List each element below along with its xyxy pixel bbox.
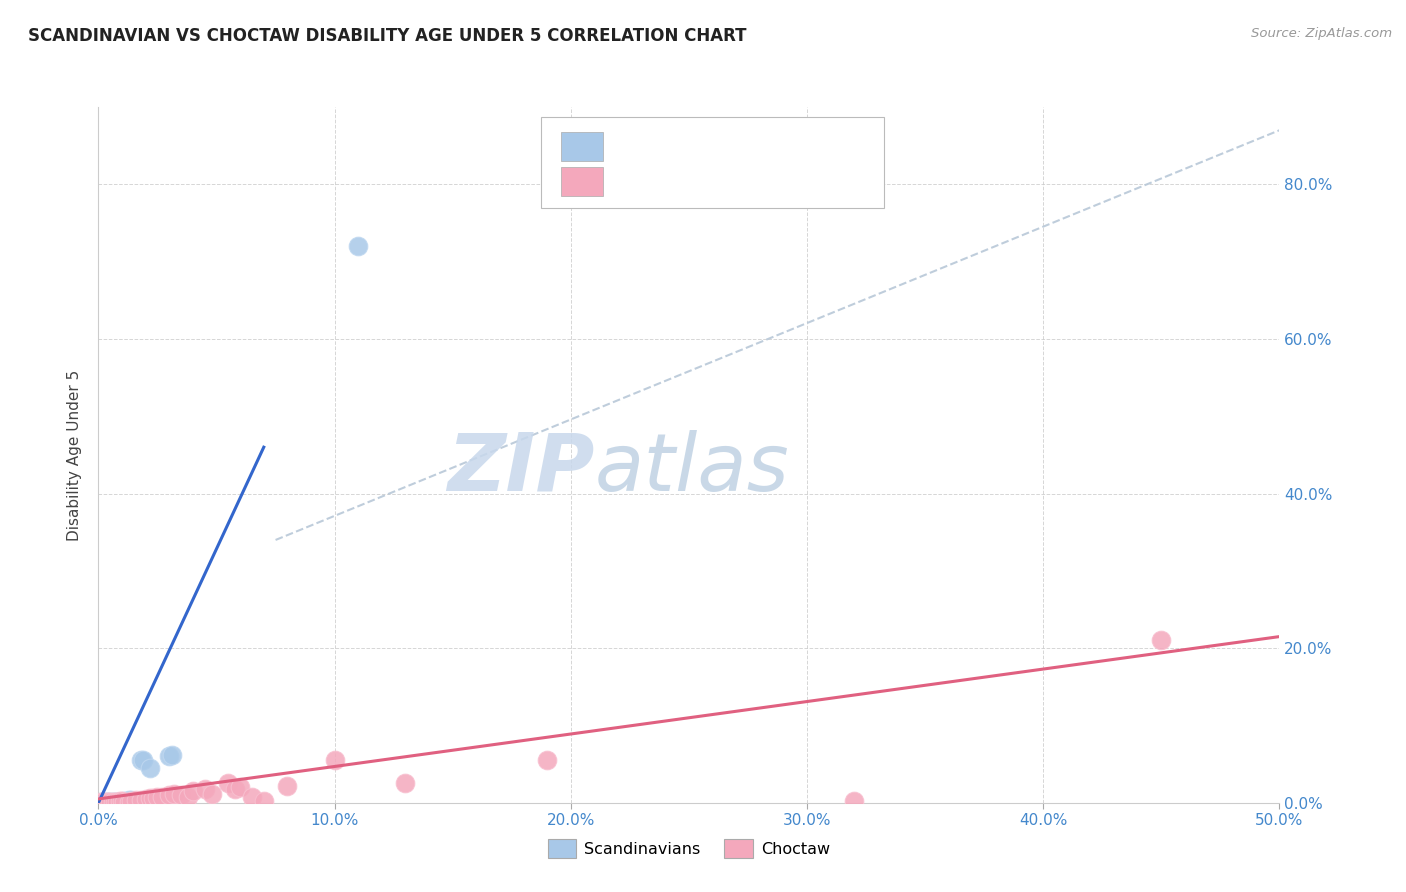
Point (132, 753, 155, 767)
Point (217, 776, 239, 790)
Text: atlas: atlas (595, 430, 789, 508)
Point (323, 753, 346, 767)
Point (224, 781, 246, 796)
Y-axis label: Disability Age Under 5: Disability Age Under 5 (67, 369, 83, 541)
Point (150, 789, 173, 804)
Point (108, 795, 131, 809)
Point (90, 795, 112, 809)
Point (163, 787, 186, 801)
Point (142, 791, 165, 805)
Point (240, 789, 263, 804)
Point (1150, 633, 1173, 648)
Point (105, 795, 128, 809)
Point (90, 795, 112, 809)
Point (146, 789, 169, 804)
Point (94, 795, 117, 809)
Point (101, 795, 124, 809)
Point (253, 794, 276, 808)
Point (108, 794, 131, 808)
Point (135, 792, 157, 806)
Text: SCANDINAVIAN VS CHOCTAW DISABILITY AGE UNDER 5 CORRELATION CHART: SCANDINAVIAN VS CHOCTAW DISABILITY AGE U… (28, 27, 747, 45)
Point (276, 779, 298, 793)
Point (157, 788, 180, 802)
Text: N = 19: N = 19 (728, 139, 785, 154)
Text: N = 38: N = 38 (728, 174, 785, 189)
Point (347, 239, 370, 253)
Text: R = 0.702: R = 0.702 (616, 174, 692, 189)
Point (139, 761, 162, 775)
Point (394, 776, 416, 790)
Point (101, 795, 124, 809)
Point (91, 795, 114, 809)
Point (105, 795, 128, 809)
Point (91, 795, 114, 809)
Point (177, 789, 200, 804)
Point (844, 794, 866, 808)
FancyBboxPatch shape (541, 118, 884, 208)
Legend: Scandinavians, Choctaw: Scandinavians, Choctaw (541, 832, 837, 864)
Point (139, 791, 162, 805)
Point (129, 753, 152, 767)
Text: Source: ZipAtlas.com: Source: ZipAtlas.com (1251, 27, 1392, 40)
Point (181, 784, 204, 798)
Point (201, 787, 224, 801)
Point (111, 795, 134, 809)
Text: ZIP: ZIP (447, 430, 595, 508)
Point (157, 749, 180, 764)
Point (536, 753, 558, 767)
Point (129, 793, 152, 807)
Point (121, 794, 143, 808)
Point (112, 794, 135, 808)
Point (194, 781, 217, 796)
Point (112, 795, 135, 809)
Point (125, 793, 148, 807)
Bar (561, 167, 603, 196)
Point (104, 795, 127, 809)
Point (98, 795, 121, 809)
Point (97, 795, 120, 809)
Point (98, 795, 121, 809)
Point (118, 795, 141, 809)
Text: R = 0.735: R = 0.735 (616, 139, 692, 154)
Point (111, 794, 134, 808)
Point (160, 747, 183, 762)
Bar (561, 132, 603, 161)
Point (118, 793, 141, 807)
Point (94, 795, 117, 809)
Point (170, 788, 193, 802)
Point (97, 795, 120, 809)
Point (229, 780, 252, 795)
Point (121, 793, 143, 807)
Point (104, 795, 127, 809)
